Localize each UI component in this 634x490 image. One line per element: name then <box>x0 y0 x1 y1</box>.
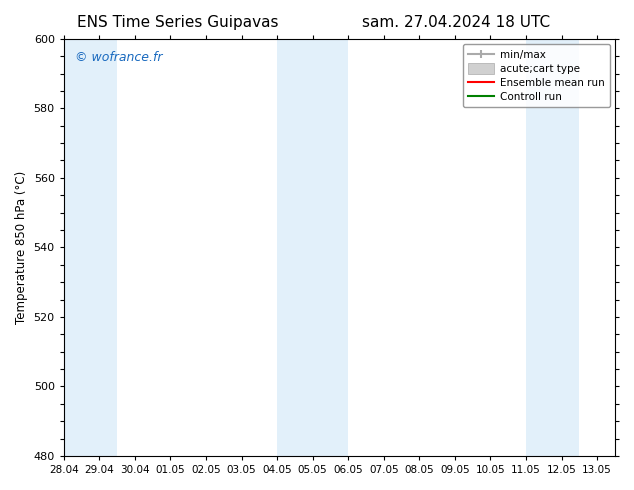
Bar <box>526 39 579 456</box>
Text: sam. 27.04.2024 18 UTC: sam. 27.04.2024 18 UTC <box>363 15 550 30</box>
Text: © wofrance.fr: © wofrance.fr <box>75 51 162 64</box>
Bar <box>64 39 117 456</box>
Bar <box>277 39 348 456</box>
Legend: min/max, acute;cart type, Ensemble mean run, Controll run: min/max, acute;cart type, Ensemble mean … <box>463 44 610 107</box>
Y-axis label: Temperature 850 hPa (°C): Temperature 850 hPa (°C) <box>15 171 28 324</box>
Text: ENS Time Series Guipavas: ENS Time Series Guipavas <box>77 15 278 30</box>
